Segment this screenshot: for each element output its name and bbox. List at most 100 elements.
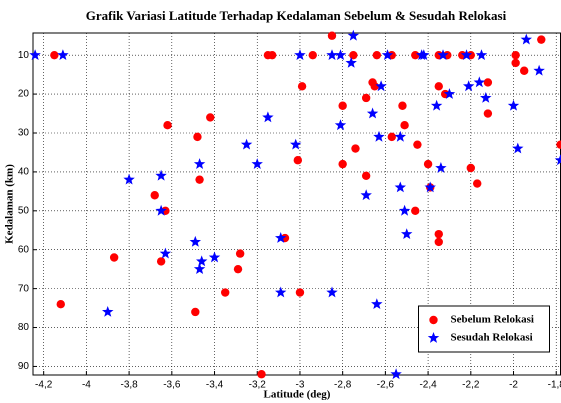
- point: [507, 99, 520, 111]
- point: [373, 130, 385, 142]
- x-tick-label: -2,6: [377, 380, 395, 391]
- point: [208, 251, 221, 263]
- point: [437, 49, 449, 60]
- x-axis-label: Latitude (deg): [264, 389, 331, 401]
- x-tick-label: -2: [509, 380, 518, 391]
- point: [398, 204, 411, 216]
- y-tick-label: 70: [18, 283, 30, 294]
- x-tick-label: -2,2: [462, 380, 480, 391]
- point: [275, 286, 287, 298]
- point: [413, 140, 422, 149]
- point: [193, 158, 206, 169]
- point: [519, 66, 529, 75]
- point: [351, 144, 360, 153]
- x-tick-label: -3,6: [163, 380, 181, 391]
- point: [290, 138, 302, 150]
- point: [473, 179, 482, 188]
- point: [434, 237, 443, 247]
- point: [345, 57, 357, 68]
- y-tick-label: 60: [18, 244, 30, 255]
- point: [159, 247, 172, 259]
- point: [483, 78, 493, 87]
- point: [443, 88, 456, 99]
- point: [293, 156, 303, 165]
- x-tick-label: -2,4: [419, 380, 437, 391]
- point: [475, 49, 488, 60]
- point: [191, 307, 200, 317]
- y-tick-label: 20: [18, 89, 30, 100]
- point: [466, 163, 476, 173]
- point: [297, 82, 307, 91]
- y-tick-label: 30: [18, 128, 30, 139]
- point: [360, 189, 372, 201]
- point: [520, 33, 532, 45]
- point: [334, 119, 347, 131]
- y-tick-label: 40: [18, 167, 30, 178]
- point: [163, 121, 172, 130]
- point: [338, 159, 347, 169]
- y-tick-label: 10: [18, 50, 30, 61]
- chart-title: Grafik Variasi Latitude Terhadap Kedalam…: [86, 8, 507, 23]
- point: [460, 49, 473, 60]
- point: [338, 101, 347, 110]
- point: [262, 111, 274, 123]
- point: [411, 50, 420, 60]
- point: [370, 82, 379, 91]
- point: [275, 232, 287, 243]
- point: [326, 49, 338, 60]
- point: [556, 140, 561, 149]
- point: [537, 35, 546, 44]
- legend-marker: [429, 315, 438, 325]
- point: [326, 286, 338, 298]
- point: [394, 130, 406, 142]
- point: [347, 29, 360, 41]
- point: [387, 132, 396, 142]
- point: [193, 132, 202, 142]
- point: [361, 171, 371, 180]
- y-axis-label: Kedalaman (km): [4, 164, 16, 244]
- legend-label: Sebelum Relokasi: [451, 314, 534, 326]
- legend-box: [418, 305, 550, 353]
- point: [189, 235, 201, 247]
- point: [102, 306, 114, 317]
- point: [349, 50, 358, 60]
- point: [430, 99, 443, 111]
- point: [424, 181, 436, 193]
- point: [267, 50, 277, 60]
- y-tick-label: 90: [18, 361, 30, 372]
- point: [434, 229, 443, 239]
- point: [423, 159, 433, 169]
- point: [394, 181, 406, 193]
- point: [206, 113, 215, 122]
- point: [366, 107, 379, 119]
- point: [463, 80, 475, 92]
- legend-marker: [427, 332, 440, 343]
- x-tick-label: -4,2: [35, 380, 53, 391]
- point: [155, 169, 167, 181]
- point: [480, 92, 492, 103]
- point: [511, 50, 520, 60]
- point: [156, 257, 166, 266]
- point: [109, 253, 119, 262]
- point: [294, 49, 306, 60]
- point: [195, 175, 204, 184]
- point: [361, 93, 371, 103]
- point: [257, 370, 266, 379]
- x-tick-label: -2,8: [334, 380, 352, 391]
- point: [435, 162, 447, 173]
- point: [193, 263, 206, 274]
- legend-label: Sesudah Relokasi: [451, 332, 533, 344]
- point: [371, 298, 383, 309]
- point: [334, 49, 347, 60]
- point: [533, 64, 545, 76]
- x-tick-label: -3,4: [206, 380, 224, 391]
- point: [150, 191, 159, 200]
- point: [235, 249, 245, 258]
- point: [434, 82, 443, 91]
- point: [390, 368, 402, 380]
- point: [375, 80, 387, 92]
- point: [511, 58, 520, 68]
- point: [400, 121, 409, 130]
- point: [155, 204, 167, 216]
